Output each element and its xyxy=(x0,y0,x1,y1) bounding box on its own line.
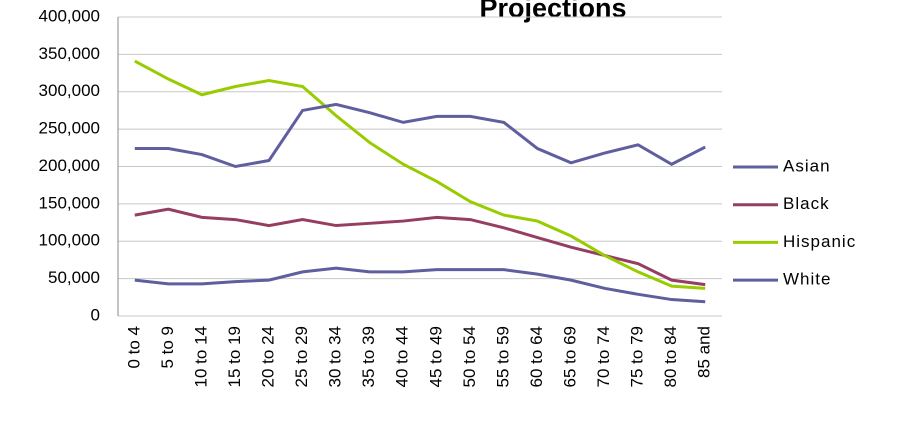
x-tick-label: 25 to 29 xyxy=(292,326,311,387)
line-series xyxy=(134,266,706,304)
x-tick-label: 30 to 34 xyxy=(326,326,345,387)
line-series xyxy=(134,102,706,169)
y-tick-label: 350,000 xyxy=(39,44,100,63)
line-series xyxy=(134,59,706,290)
x-tick-label: 60 to 64 xyxy=(527,326,546,387)
x-tick-label: 0 to 4 xyxy=(124,326,143,369)
line-series xyxy=(134,207,706,287)
x-tick-label: 40 to 44 xyxy=(393,326,412,387)
y-tick-label: 250,000 xyxy=(39,119,100,138)
x-tick-label: 45 to 49 xyxy=(426,326,445,387)
x-tick-label: 80 to 84 xyxy=(661,326,680,387)
x-tick-label: 50 to 54 xyxy=(460,326,479,387)
x-tick-label: 20 to 24 xyxy=(258,326,277,387)
x-tick-label: 15 to 19 xyxy=(225,326,244,387)
x-tick-label: 85 and xyxy=(695,326,714,378)
x-tick-label: 70 to 74 xyxy=(594,326,613,387)
legend-label: Asian xyxy=(783,156,831,175)
x-tick-label: 55 to 59 xyxy=(493,326,512,387)
x-tick-label: 65 to 69 xyxy=(560,326,579,387)
y-tick-label: 0 xyxy=(91,305,100,324)
y-tick-label: 200,000 xyxy=(39,156,100,175)
x-tick-label: 35 to 39 xyxy=(359,326,378,387)
y-tick-label: 150,000 xyxy=(39,193,100,212)
y-tick-label: 400,000 xyxy=(39,6,100,25)
legend-label: Black xyxy=(783,194,830,213)
y-tick-label: 50,000 xyxy=(48,268,100,287)
x-tick-label: 10 to 14 xyxy=(191,326,210,387)
x-tick-label: 75 to 79 xyxy=(628,326,647,387)
y-tick-label: 100,000 xyxy=(39,231,100,250)
y-tick-label: 300,000 xyxy=(39,81,100,100)
chart-title: Projections xyxy=(479,0,626,23)
legend-label: Hispanic xyxy=(783,232,856,251)
legend-label: White xyxy=(783,270,831,289)
x-tick-label: 5 to 9 xyxy=(158,326,177,369)
